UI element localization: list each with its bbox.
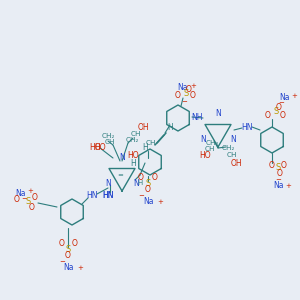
Text: −: − <box>138 193 144 199</box>
Text: N: N <box>119 154 125 163</box>
Text: O: O <box>14 196 20 205</box>
Text: H: H <box>167 124 173 133</box>
Text: OH: OH <box>137 124 149 133</box>
Text: S: S <box>275 164 281 172</box>
Text: O: O <box>65 251 71 260</box>
Text: N: N <box>133 178 139 188</box>
Text: =: = <box>117 172 123 178</box>
Text: CH: CH <box>146 140 156 146</box>
Text: N: N <box>105 178 111 188</box>
Text: S: S <box>273 107 279 116</box>
Text: H: H <box>137 180 142 186</box>
Text: Na: Na <box>273 182 283 190</box>
Text: N: N <box>200 136 206 145</box>
Text: O: O <box>186 85 192 94</box>
Text: O: O <box>269 160 275 169</box>
Text: HO: HO <box>127 151 139 160</box>
Text: NH: NH <box>191 113 203 122</box>
Text: O: O <box>59 238 65 247</box>
Text: S: S <box>65 244 70 253</box>
Text: −: − <box>278 100 284 106</box>
Text: HO: HO <box>199 151 211 160</box>
Text: O: O <box>29 202 35 211</box>
Text: +: + <box>157 199 163 205</box>
Text: S: S <box>183 89 189 98</box>
Text: HO: HO <box>89 143 101 152</box>
Text: +: + <box>285 183 291 189</box>
Text: O: O <box>32 194 38 202</box>
Text: O: O <box>145 185 151 194</box>
Text: O: O <box>152 173 158 182</box>
Text: N: N <box>215 110 221 118</box>
Text: −: − <box>275 177 281 183</box>
Text: Na: Na <box>15 188 25 197</box>
Text: HN: HN <box>102 191 114 200</box>
Text: S: S <box>146 178 151 188</box>
Text: −: − <box>21 196 27 202</box>
Text: O: O <box>276 103 282 112</box>
Text: H: H <box>142 143 148 152</box>
Text: Na: Na <box>63 263 73 272</box>
Text: CH₂: CH₂ <box>205 140 219 146</box>
Text: CH₂: CH₂ <box>221 145 235 151</box>
Text: HN: HN <box>86 191 98 200</box>
Text: Na: Na <box>178 83 188 92</box>
Text: +: + <box>77 265 83 271</box>
Text: O: O <box>265 110 271 119</box>
Text: O: O <box>175 91 181 100</box>
Text: HO: HO <box>94 143 106 152</box>
Text: +: + <box>291 93 297 99</box>
Text: +: + <box>190 83 196 89</box>
Text: CH: CH <box>205 146 215 152</box>
Text: CH₂: CH₂ <box>101 133 115 139</box>
Text: HN: HN <box>241 124 253 133</box>
Text: O: O <box>277 169 283 178</box>
Text: OH: OH <box>230 158 242 167</box>
Text: CH: CH <box>105 139 115 145</box>
Text: Na: Na <box>143 197 153 206</box>
Text: H: H <box>130 158 136 167</box>
Text: −: − <box>181 99 187 105</box>
Text: S: S <box>26 197 31 206</box>
Text: O: O <box>280 110 286 119</box>
Text: CH₂: CH₂ <box>125 137 139 143</box>
Text: O: O <box>138 173 144 182</box>
Text: −: − <box>59 259 65 265</box>
Text: CH: CH <box>227 152 237 158</box>
Text: CH: CH <box>131 131 141 137</box>
Text: N: N <box>230 136 236 145</box>
Text: +: + <box>27 188 33 194</box>
Text: HN: HN <box>102 191 114 200</box>
Text: O: O <box>72 238 78 247</box>
Text: Na: Na <box>279 92 289 101</box>
Text: O: O <box>281 160 287 169</box>
Text: O: O <box>190 91 196 100</box>
